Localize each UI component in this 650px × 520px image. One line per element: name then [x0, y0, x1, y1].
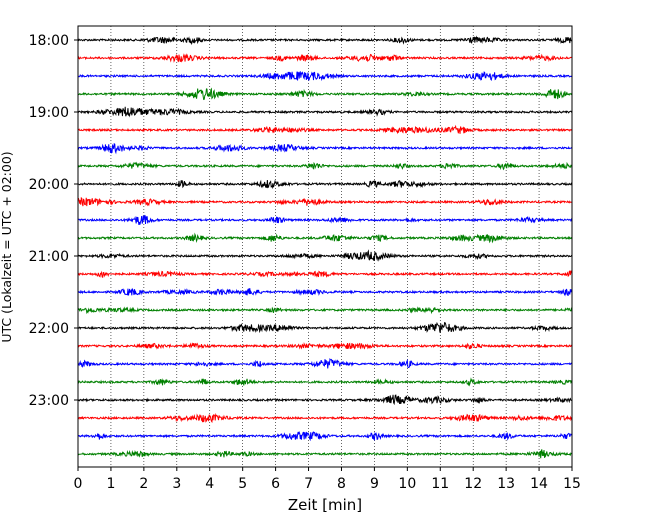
trace-1930 [77, 142, 573, 155]
x-axis-label: Zeit [min] [288, 496, 362, 514]
x-tick-label: 2 [139, 476, 148, 492]
trace-1845 [77, 87, 573, 101]
y-axis: 18:00 19:00 20:00 21:00 22:00 23:00 [29, 33, 78, 409]
trace-2115 [77, 270, 573, 278]
x-tick-label: 12 [464, 476, 482, 492]
x-axis: 0 1 2 3 4 5 6 7 8 9 10 11 12 13 14 15 [74, 467, 581, 492]
x-tick-label: 13 [497, 476, 515, 492]
trace-2230 [77, 357, 573, 369]
trace-2015 [77, 196, 573, 207]
trace-2215 [77, 342, 573, 350]
x-tick-label: 3 [172, 476, 181, 492]
x-tick-label: 8 [337, 476, 346, 492]
x-tick-label: 6 [271, 476, 280, 492]
trace-2000 [77, 179, 573, 190]
x-tick-label: 9 [370, 476, 379, 492]
y-tick-label: 22:00 [29, 321, 69, 337]
y-tick-label: 21:00 [29, 249, 69, 265]
x-tick-label: 0 [74, 476, 83, 492]
trace-2200 [77, 321, 573, 334]
trace-1830 [77, 70, 573, 82]
x-tick-label: 1 [106, 476, 115, 492]
trace-2300 [77, 394, 573, 406]
x-tick-label: 10 [398, 476, 416, 492]
x-tick-label: 11 [431, 476, 449, 492]
trace-2315 [77, 412, 573, 424]
trace-2130 [77, 287, 573, 297]
x-tick-label: 7 [304, 476, 313, 492]
trace-1815 [77, 53, 573, 63]
trace-1900 [77, 106, 573, 118]
trace-2100 [77, 249, 573, 262]
trace-2030 [77, 214, 573, 226]
y-tick-label: 18:00 [29, 33, 69, 49]
trace-2045 [77, 232, 573, 244]
x-tick-label: 4 [205, 476, 214, 492]
trace-2245 [77, 377, 573, 387]
trace-2145 [77, 306, 573, 315]
trace-1800 [77, 35, 573, 46]
trace-2330 [77, 430, 573, 442]
x-tick-label: 14 [530, 476, 548, 492]
trace-1915 [77, 124, 573, 135]
x-tick-label: 5 [238, 476, 247, 492]
y-tick-label: 20:00 [29, 177, 69, 193]
trace-1945 [77, 161, 573, 171]
x-tick-label: 15 [563, 476, 581, 492]
y-tick-label: 19:00 [29, 105, 69, 121]
plot-frame [77, 25, 573, 468]
y-axis-label: UTC (Lokalzeit = UTC + 02:00) [0, 151, 14, 342]
y-tick-label: 23:00 [29, 393, 69, 409]
seismic-traces [77, 35, 573, 459]
trace-2345 [77, 449, 573, 459]
